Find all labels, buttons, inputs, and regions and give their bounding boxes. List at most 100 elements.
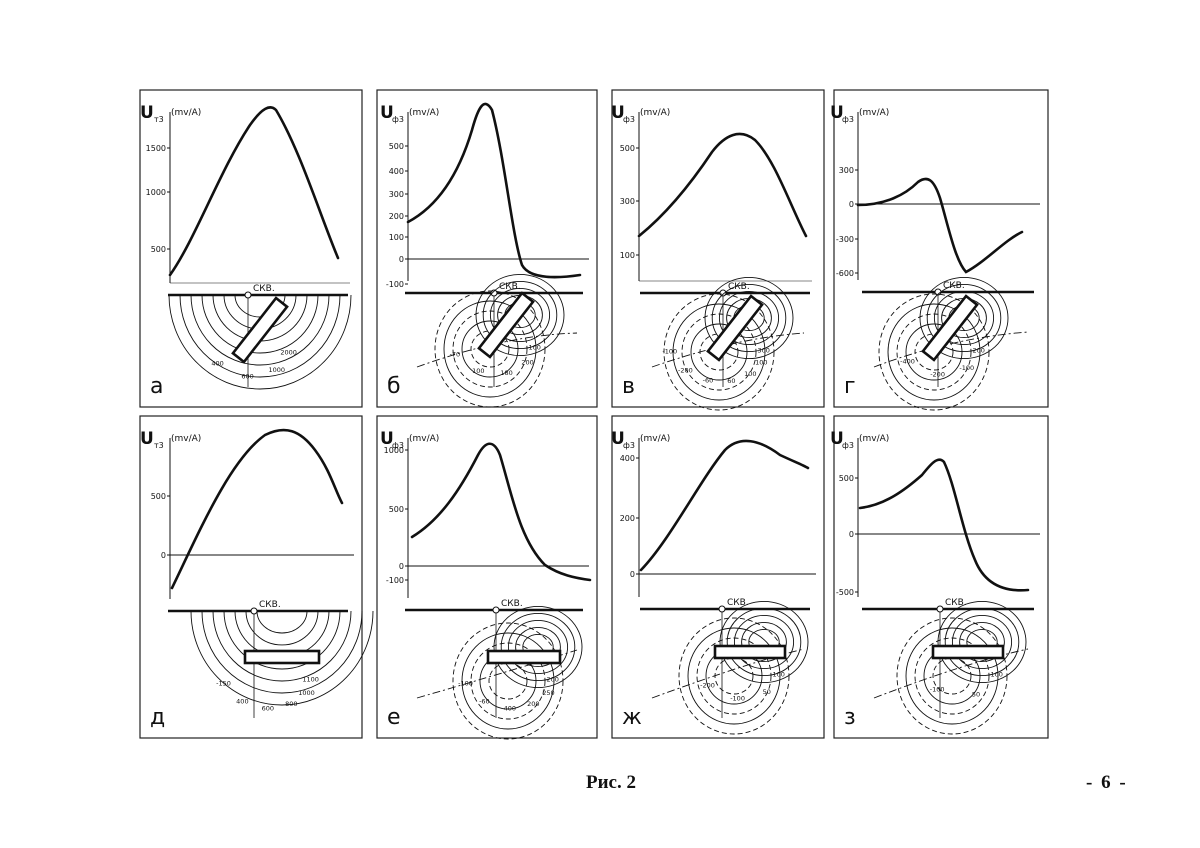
field-contours — [651, 600, 809, 735]
contour-value: 800 — [285, 700, 297, 708]
field-contours — [651, 276, 805, 411]
tick-label: 500 — [151, 492, 166, 501]
contour-value: 400 — [504, 704, 516, 712]
contour-line — [873, 648, 1029, 699]
contour-value: 200 — [527, 700, 539, 708]
profile-curve — [410, 442, 592, 582]
contour-line — [726, 607, 802, 677]
panel-3: Uф3 (mv/A) 500 300 100 СКВ. 300 100 100 60 -60 -200… — [611, 89, 825, 411]
ore-body — [477, 291, 535, 359]
axis-label: U — [830, 103, 844, 123]
ore-body — [713, 644, 787, 660]
contour-value: 250 — [542, 689, 554, 697]
axis-subscript: ф3 — [842, 441, 854, 450]
contour-value: 100 — [528, 344, 540, 352]
contour-value: -70 — [450, 351, 461, 359]
axis-unit: (mv/A) — [859, 108, 889, 118]
tick-label: 0 — [849, 530, 854, 539]
contour-value: -100 — [458, 679, 473, 687]
contour-value: 200 — [521, 359, 533, 367]
tick-label: 400 — [620, 454, 635, 463]
tick-label: 500 — [839, 474, 854, 483]
panel-6: Uф3(mv/A)10005000-100СКВ.200250200400-60… — [376, 415, 598, 740]
contour-line — [704, 276, 794, 360]
contour-value: 300 — [757, 347, 769, 355]
contour-value: 1100 — [302, 676, 319, 684]
contour-value: 100 — [472, 367, 484, 375]
contour-line — [919, 276, 1009, 360]
ore-body — [231, 296, 289, 364]
contour-line — [719, 600, 809, 684]
tick-label: 300 — [839, 166, 854, 175]
contour-line — [714, 657, 754, 695]
contour-line — [168, 294, 352, 390]
panel-frame — [139, 89, 363, 408]
axis-unit: (mv/A) — [859, 434, 889, 444]
contour-value: 100 — [755, 358, 767, 366]
contour-value: 200 — [972, 347, 984, 355]
borehole-label: СКВ. — [253, 284, 275, 294]
panel-frame — [611, 89, 825, 408]
contour-value: 100 — [772, 671, 784, 679]
tick-label: 200 — [389, 212, 404, 221]
contour-value: -200 — [700, 681, 715, 689]
contour-line — [932, 657, 972, 695]
panel-8: Uф3 (mv/A) 500 0 -500 СКВ. 100 50 -100 з — [830, 415, 1049, 739]
tick-label: -600 — [836, 269, 854, 278]
contour-value: -100 — [730, 695, 745, 703]
contour-line — [914, 333, 954, 371]
panel-letter: а — [150, 374, 163, 399]
panel-frame — [833, 415, 1049, 739]
contour-value: -100 — [930, 686, 945, 694]
panel-letter: б — [387, 374, 401, 399]
contour-line — [470, 642, 546, 720]
contour-line — [489, 287, 551, 343]
contour-value: 100 — [990, 671, 1002, 679]
contour-value: 200 — [546, 676, 558, 684]
tick-label: -300 — [836, 235, 854, 244]
axis-label: U — [380, 103, 394, 123]
tick-label: 0 — [849, 200, 854, 209]
contour-line — [190, 610, 374, 706]
contour-value: 600 — [262, 704, 274, 712]
contour-value: -100 — [662, 348, 677, 356]
panel-frame — [376, 89, 598, 408]
contour-value: -200 — [678, 366, 693, 374]
contour-line — [482, 280, 558, 350]
tick-label: 300 — [389, 190, 404, 199]
contour-value: 1000 — [269, 366, 286, 374]
contour-value: -150 — [216, 679, 231, 687]
profile-curve — [168, 106, 340, 277]
contour-value: 2000 — [280, 349, 297, 357]
contour-line — [452, 310, 528, 388]
contour-line — [475, 273, 565, 357]
tick-label: 0 — [399, 562, 404, 571]
contour-line — [873, 331, 1029, 368]
contour-line — [256, 610, 308, 634]
contour-value: 100 — [744, 370, 756, 378]
profile-curve — [858, 458, 1030, 592]
tick-label: 1500 — [146, 144, 166, 153]
axis-label: U — [830, 429, 844, 449]
contour-line — [733, 614, 795, 670]
contour-value: 180 — [500, 369, 512, 377]
panel-2: Uф3 (mv/A) 500 400 300 200 100 0 -100 СКВ. 100 200 1… — [376, 89, 598, 408]
borehole-label: СКВ. — [727, 598, 749, 608]
contour-value: 400 — [211, 359, 223, 367]
ore-body — [243, 649, 321, 665]
axis-subscript: ф3 — [842, 115, 854, 124]
contour-line — [711, 283, 787, 353]
contour-value: 50 — [763, 688, 771, 696]
ore-body — [486, 649, 562, 665]
ore-body — [921, 294, 979, 362]
borehole-label: СКВ. — [728, 282, 750, 292]
contour-line — [926, 283, 1002, 353]
contour-line — [416, 649, 578, 699]
contour-line — [461, 632, 555, 730]
field-contours — [873, 600, 1029, 735]
contour-line — [937, 600, 1027, 684]
figure-caption: Рис. 2 — [586, 772, 636, 793]
panel-letter: д — [150, 705, 165, 730]
